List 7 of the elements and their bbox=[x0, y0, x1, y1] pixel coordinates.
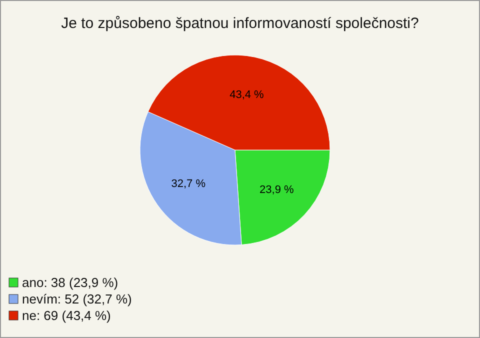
data-label: 32,7 % bbox=[171, 178, 206, 190]
legend-label: nevím: 52 (32,7 %) bbox=[22, 292, 132, 306]
legend-label: ne: 69 (43,4 %) bbox=[22, 308, 111, 323]
data-label: 43,4 % bbox=[230, 89, 264, 102]
legend-label: ano: 38 (23,9 %) bbox=[22, 275, 118, 290]
data-label: 23,9 % bbox=[260, 184, 294, 196]
chart-title: Je to způsobeno špatnou informovaností společnosti? bbox=[61, 15, 419, 32]
